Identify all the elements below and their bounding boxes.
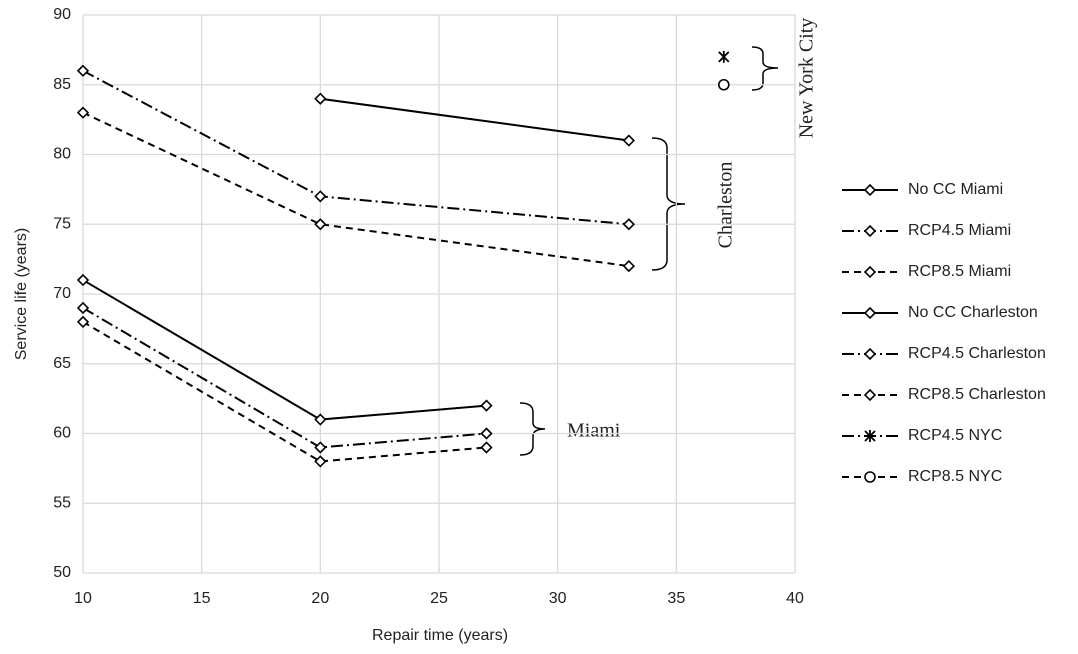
y-tick-label: 60	[53, 425, 71, 442]
marker	[480, 427, 493, 440]
marker	[863, 183, 877, 197]
series-line	[82, 279, 487, 421]
marker	[314, 92, 327, 105]
legend-label: RCP4.5 NYC	[908, 427, 1002, 444]
series-line	[82, 111, 630, 268]
marker	[622, 134, 635, 147]
marker	[480, 441, 493, 454]
y-tick-label: 55	[53, 494, 71, 511]
marker	[622, 218, 635, 231]
marker	[718, 50, 730, 63]
legend-label: RCP4.5 Miami	[908, 222, 1011, 239]
series-line	[320, 97, 630, 142]
marker	[314, 441, 327, 454]
marker	[863, 265, 877, 279]
marker	[480, 399, 493, 412]
brace	[519, 402, 546, 456]
marker	[76, 315, 90, 329]
marker	[76, 64, 90, 77]
x-tick-label: 10	[74, 590, 92, 607]
legend-label: No CC Miami	[908, 181, 1003, 198]
annotation: Charleston	[715, 162, 737, 249]
brace	[651, 137, 686, 271]
marker	[863, 388, 877, 402]
marker	[622, 259, 635, 273]
x-tick-label: 40	[786, 590, 804, 607]
y-tick-label: 90	[53, 6, 71, 23]
y-tick-label: 70	[53, 285, 71, 302]
y-tick-label: 65	[53, 355, 71, 372]
legend-label: No CC Charleston	[908, 304, 1038, 321]
brace	[751, 46, 779, 91]
annotation: New York City	[796, 18, 818, 139]
y-tick-label: 85	[53, 76, 71, 93]
x-tick-label: 35	[667, 590, 685, 607]
legend-label: RCP4.5 Charleston	[908, 345, 1046, 362]
series-line	[82, 307, 487, 449]
marker	[863, 224, 877, 238]
y-tick-label: 75	[53, 215, 71, 232]
marker	[314, 190, 327, 203]
x-tick-label: 30	[549, 590, 567, 607]
marker	[864, 471, 876, 483]
series-line	[82, 69, 629, 226]
y-axis-label: Service life (years)	[13, 228, 30, 360]
marker	[76, 106, 90, 119]
marker	[717, 78, 730, 91]
marker	[314, 218, 327, 231]
y-tick-label: 50	[53, 564, 71, 581]
legend-label: RCP8.5 Miami	[908, 263, 1011, 280]
x-tick-label: 25	[430, 590, 448, 607]
x-tick-label: 15	[193, 590, 211, 607]
annotation: Miami	[567, 420, 621, 442]
marker	[314, 455, 327, 468]
x-axis-label: Repair time (years)	[372, 627, 508, 644]
marker	[863, 347, 877, 361]
marker	[76, 301, 90, 315]
marker	[314, 413, 327, 426]
x-tick-label: 20	[311, 590, 329, 607]
marker	[76, 273, 90, 287]
y-tick-label: 80	[53, 146, 71, 163]
marker	[863, 306, 877, 320]
legend-label: RCP8.5 Charleston	[908, 386, 1046, 403]
marker	[864, 430, 876, 442]
series-line	[82, 321, 487, 463]
legend-label: RCP8.5 NYC	[908, 468, 1002, 485]
